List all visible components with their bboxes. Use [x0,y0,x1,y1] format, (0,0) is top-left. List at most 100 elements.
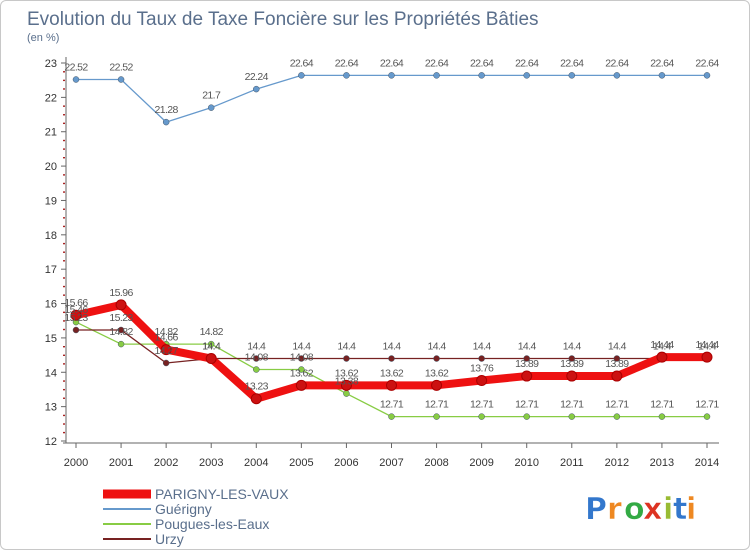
data-label: 13.62 [380,367,404,379]
data-label: 14.82 [200,326,224,338]
logo-letter: t [673,492,687,527]
y-minor-tick [63,354,65,356]
data-label: 22.64 [650,57,674,69]
chart-subtitle: (en %) [27,32,59,44]
data-point [611,370,623,382]
y-tick-label: 19 [45,195,57,207]
x-tick-label: 2003 [199,457,223,469]
x-tick-label: 2011 [560,457,584,469]
data-point [253,366,260,373]
data-point [431,379,443,391]
y-tick-label: 13 [45,402,57,414]
data-point [117,76,125,83]
data-label: 14.27 [155,345,179,357]
logo-letter: P [585,492,607,527]
data-point [343,72,350,79]
data-label: 22.64 [515,57,539,69]
y-minor-tick [63,346,65,348]
logo-letter: i [663,492,673,527]
data-label: 14.82 [109,326,133,338]
data-point [117,340,125,348]
data-label: 14.08 [290,352,314,364]
data-point [72,326,80,334]
legend-entry: PARIGNY-LES-VAUX [155,486,289,502]
data-point [523,413,530,420]
data-point [701,351,713,363]
data-label: 14.66 [155,332,179,344]
legend-entry: Urzy [155,531,184,547]
data-point [521,370,533,382]
data-point [388,355,395,362]
y-minor-tick [63,79,65,82]
data-label: 14.4 [202,341,221,353]
y-tick-label: 21 [45,127,57,139]
x-tick-label: 2013 [650,457,674,469]
x-tick-label: 2005 [289,457,313,469]
y-minor-tick [63,311,65,314]
y-minor-tick [63,380,65,382]
data-label: 22.64 [605,57,629,69]
y-tick-label: 18 [45,230,57,242]
data-point [658,413,666,420]
y-minor-tick [63,388,65,391]
data-label: 14.44 [695,339,719,351]
chart-title: Evolution du Taux de Taxe Foncière sur l… [27,9,539,30]
data-label: 15.23 [109,312,133,324]
data-label: 14.4 [202,341,221,353]
data-label: 14.4 [382,341,401,353]
data-label: 14.4 [698,341,717,353]
y-minor-tick [63,328,65,331]
legend-entry: Guérigny [155,501,212,517]
data-point [613,413,621,420]
data-point [613,355,621,362]
data-point [388,413,395,420]
data-label: 12.71 [380,399,404,411]
data-label: 21.7 [202,90,221,102]
axes: 12 13 14 15 16 17 18 19 20 21 22 23 2000 2001 2002 2003… [45,57,719,469]
x-tick-label: 2001 [109,457,133,469]
data-label: 13.62 [290,367,314,379]
y-minor-tick [63,251,65,253]
data-label: 12.71 [650,399,674,411]
data-label: 22.64 [560,57,584,69]
data-label: 14.4 [247,341,266,353]
data-point [343,355,350,362]
y-minor-tick [63,122,65,125]
data-point [340,379,352,391]
x-tick-label: 2007 [379,457,403,469]
data-point [343,390,350,397]
data-point [298,366,305,373]
data-point [162,118,170,126]
data-point [295,379,307,391]
x-tick-label: 2012 [605,457,629,469]
data-label: 13.38 [335,376,359,388]
y-minor-tick [63,423,65,425]
data-label: 14.4 [653,341,672,353]
data-label: 13.89 [560,358,584,370]
data-label: 14.08 [245,352,269,364]
data-label: 12.71 [695,399,719,411]
y-minor-tick [63,148,65,150]
y-minor-tick [63,208,65,210]
data-label: 15.23 [64,312,88,324]
data-point [70,309,82,321]
x-tick-label: 2006 [334,457,358,469]
data-point [72,76,80,83]
y-minor-tick [63,225,65,228]
data-label: 12.71 [515,399,539,411]
data-label: 22.64 [380,57,404,69]
data-label: 14.4 [292,341,311,353]
y-tick-label: 17 [45,264,57,276]
data-label: 12.71 [605,399,629,411]
y-minor-tick [63,414,65,417]
y-minor-tick [63,431,65,434]
data-label: 22.64 [425,57,449,69]
logo-letter: o [624,492,645,527]
y-minor-tick [63,277,65,279]
legend: PARIGNY-LES-VAUXGuérignyPougues-les-Eaux… [103,486,289,547]
data-point [433,72,440,79]
y-tick-label: 22 [45,92,57,104]
x-tick-label: 2010 [514,457,538,469]
y-tick-label: 16 [45,299,57,311]
